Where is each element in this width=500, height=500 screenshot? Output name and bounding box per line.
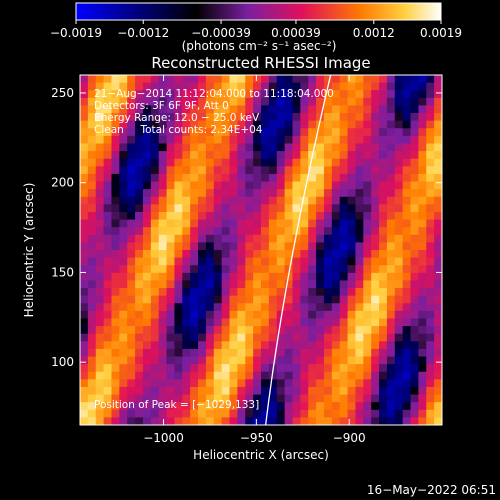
- annotation-detectors: Detectors: 3F 6F 9F, Att 0: [94, 100, 229, 112]
- annotation-counts: Clean Total counts: 2.34E+04: [94, 124, 263, 136]
- heatmap-image: [80, 75, 442, 425]
- annotation-time-range: 21−Aug−2014 11:12:04.000 to 11:18:04.000: [94, 88, 334, 100]
- colorbar-tick-label: −0.0019: [50, 26, 102, 40]
- colorbar: [75, 2, 442, 21]
- colorbar-tick-label: −0.00039: [191, 26, 251, 40]
- annotation-energy: Energy Range: 12.0 − 25.0 keV: [94, 112, 260, 124]
- chart-title: Reconstructed RHESSI Image: [151, 54, 370, 72]
- x-axis-label: Heliocentric X (arcsec): [193, 448, 329, 462]
- colorbar-unit-label: (photons cm⁻² s⁻¹ asec⁻²): [182, 39, 337, 53]
- x-tick-label: −1000: [143, 431, 184, 445]
- peak-position-label: Position of Peak = [−1029,133]: [94, 399, 259, 411]
- x-tick-label: −950: [240, 431, 273, 445]
- y-tick-label: 100: [51, 355, 74, 369]
- y-axis-label: Heliocentric Y (arcsec): [22, 183, 36, 318]
- colorbar-tick-label: 0.00039: [271, 26, 321, 40]
- solar-limb-curve: [264, 75, 332, 425]
- y-tick-label: 200: [51, 176, 74, 190]
- x-axis-ticks: −1000 −950 −900: [143, 75, 366, 445]
- plot-frame: [79, 74, 443, 426]
- colorbar-tick-label: −0.0012: [117, 26, 169, 40]
- y-tick-label: 250: [51, 86, 74, 100]
- x-tick-label: −900: [333, 431, 366, 445]
- colorbar-tick-label: 0.0019: [420, 26, 462, 40]
- y-tick-label: 150: [51, 265, 74, 279]
- colorbar-tick-label: 0.0012: [353, 26, 395, 40]
- colorbar-ticks: −0.0019 −0.0012 −0.00039 0.00039 0.0012 0.001…: [50, 20, 462, 40]
- generated-timestamp: 16−May−2022 06:51: [367, 483, 496, 497]
- y-axis-ticks: 100 150 200 250: [51, 86, 442, 369]
